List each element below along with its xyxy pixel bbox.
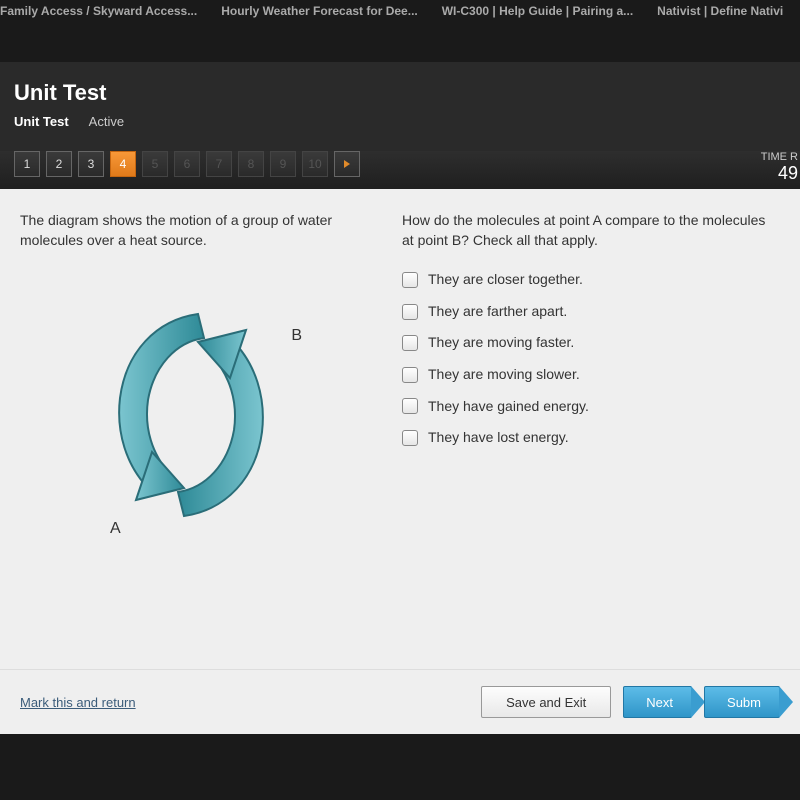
option-5[interactable]: They have gained energy. [402, 397, 780, 417]
option-6[interactable]: They have lost energy. [402, 428, 780, 448]
nav-question-6: 6 [174, 151, 200, 177]
diagram-label-a: A [110, 518, 121, 540]
checkbox-icon[interactable] [402, 430, 418, 446]
nav-question-4-current[interactable]: 4 [110, 151, 136, 177]
test-container: Unit Test Unit Test Active 1 2 3 4 5 6 7… [0, 62, 800, 734]
nav-question-7: 7 [206, 151, 232, 177]
convection-diagram: A B [20, 280, 362, 560]
question-left-column: The diagram shows the motion of a group … [20, 211, 362, 653]
page-title: Unit Test [14, 80, 786, 106]
play-icon [342, 159, 352, 169]
nav-question-5: 5 [142, 151, 168, 177]
option-label: They are closer together. [428, 270, 583, 290]
next-button[interactable]: Next [623, 686, 692, 718]
checkbox-icon[interactable] [402, 367, 418, 383]
option-3[interactable]: They are moving faster. [402, 333, 780, 353]
footer-bar: Mark this and return Save and Exit Next … [0, 669, 800, 734]
option-label: They are moving slower. [428, 365, 580, 385]
option-label: They are farther apart. [428, 302, 567, 322]
option-label: They have gained energy. [428, 397, 589, 417]
checkbox-icon[interactable] [402, 304, 418, 320]
nav-forward-button[interactable] [334, 151, 360, 177]
content-panel: The diagram shows the motion of a group … [0, 189, 800, 669]
mark-and-return-link[interactable]: Mark this and return [20, 695, 136, 710]
option-label: They are moving faster. [428, 333, 574, 353]
option-1[interactable]: They are closer together. [402, 270, 780, 290]
browser-tab[interactable]: WI-C300 | Help Guide | Pairing a... [442, 4, 633, 18]
nav-question-1[interactable]: 1 [14, 151, 40, 177]
diagram-svg [76, 280, 306, 540]
nav-question-8: 8 [238, 151, 264, 177]
nav-question-3[interactable]: 3 [78, 151, 104, 177]
browser-tab[interactable]: Hourly Weather Forecast for Dee... [221, 4, 418, 18]
diagram-label-b: B [291, 325, 302, 347]
browser-tab[interactable]: Family Access / Skyward Access... [0, 4, 197, 18]
checkbox-icon[interactable] [402, 272, 418, 288]
question-nav: 1 2 3 4 5 6 7 8 9 10 TIME R 49 [0, 151, 800, 189]
checkbox-icon[interactable] [402, 398, 418, 414]
timer: TIME R 49 [761, 151, 800, 184]
subheader-left: Unit Test [14, 114, 69, 129]
browser-tab-bar: Family Access / Skyward Access... Hourly… [0, 0, 800, 32]
nav-question-9: 9 [270, 151, 296, 177]
option-2[interactable]: They are farther apart. [402, 302, 780, 322]
answer-options: They are closer together. They are farth… [402, 270, 780, 448]
nav-question-10: 10 [302, 151, 328, 177]
question-prompt: How do the molecules at point A compare … [402, 211, 780, 250]
save-exit-button[interactable]: Save and Exit [481, 686, 611, 718]
subheader-right: Active [89, 114, 124, 129]
timer-label: TIME R [761, 151, 798, 163]
question-right-column: How do the molecules at point A compare … [402, 211, 780, 653]
checkbox-icon[interactable] [402, 335, 418, 351]
nav-question-2[interactable]: 2 [46, 151, 72, 177]
option-4[interactable]: They are moving slower. [402, 365, 780, 385]
option-label: They have lost energy. [428, 428, 569, 448]
timer-value: 49 [761, 163, 798, 184]
browser-tab[interactable]: Nativist | Define Nativi [657, 4, 783, 18]
question-context: The diagram shows the motion of a group … [20, 211, 362, 250]
test-header: Unit Test Unit Test Active [0, 62, 800, 151]
test-subheader: Unit Test Active [14, 114, 786, 129]
submit-button[interactable]: Subm [704, 686, 780, 718]
